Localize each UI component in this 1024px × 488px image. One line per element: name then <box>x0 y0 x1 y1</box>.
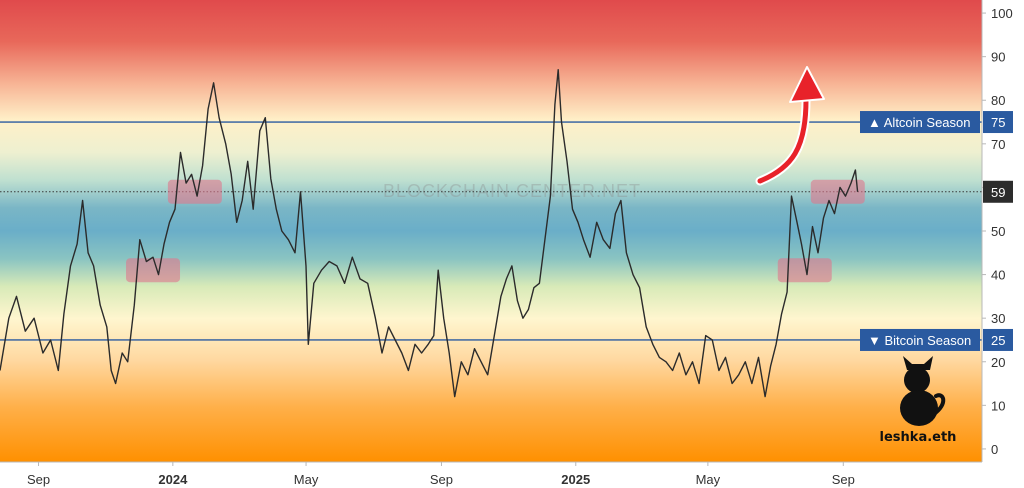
black-cat-icon <box>900 356 946 426</box>
season-value-badge <box>983 111 1013 134</box>
highlight-box <box>810 179 865 204</box>
x-tick-label: 2024 <box>158 472 188 487</box>
season-value-label: 25 <box>991 333 1005 348</box>
x-axis-ticks: Sep 2024 May Sep 2025 May Sep <box>27 462 855 487</box>
season-badge-label: ▼ Bitcoin Season <box>868 333 971 348</box>
trend-arrow <box>755 66 825 186</box>
y-tick-label: 30 <box>991 311 1005 326</box>
highlight-boxes <box>126 179 865 283</box>
current-value-label: 59 <box>991 185 1005 200</box>
season-badge <box>860 328 980 351</box>
y-tick-label: 0 <box>991 442 998 457</box>
x-tick-label: Sep <box>27 472 50 487</box>
plot-background <box>0 0 982 462</box>
watermark: BLOCKCHAIN CENTER.NET <box>383 181 641 201</box>
x-tick-label: May <box>696 472 721 487</box>
highlight-box <box>777 258 832 283</box>
season-value-label: 75 <box>991 115 1005 130</box>
y-tick-label: 70 <box>991 137 1005 152</box>
reference-lines <box>0 121 982 341</box>
y-tick-label: 50 <box>991 224 1005 239</box>
x-tick-label: 2025 <box>561 472 590 487</box>
y-tick-label: 20 <box>991 355 1005 370</box>
y-tick-label: 90 <box>991 50 1005 65</box>
x-tick-label: May <box>294 472 319 487</box>
brand-logo: leshka.eth <box>880 356 957 445</box>
red-arrow-head <box>789 66 825 103</box>
y-tick-label: 10 <box>991 398 1005 413</box>
watermark-line-1: BLOCKCHAIN CENTER.NET <box>383 181 641 201</box>
value-badges: ▲ Altcoin Season 75 ▼ Bitcoin Season 25 59 <box>860 111 1013 351</box>
brand-text: leshka.eth <box>880 430 957 445</box>
x-tick-label: Sep <box>832 472 855 487</box>
x-axis-background <box>0 462 1024 488</box>
season-badge <box>860 111 980 134</box>
y-axis-background <box>982 0 1024 462</box>
series-line <box>0 69 859 398</box>
series-layer <box>0 69 859 398</box>
highlight-box <box>126 258 181 283</box>
season-badge-label: ▲ Altcoin Season <box>868 115 970 130</box>
red-arrow-shaft <box>757 97 809 184</box>
y-tick-label: 80 <box>991 93 1005 108</box>
current-value-badge <box>983 180 1013 203</box>
y-tick-label: 100 <box>991 6 1013 21</box>
highlight-box <box>167 179 222 204</box>
y-tick-label: 40 <box>991 268 1005 283</box>
x-tick-label: Sep <box>430 472 453 487</box>
season-value-badge <box>983 328 1013 351</box>
y-axis-ticks: 0102030405060708090100 <box>982 6 1013 457</box>
